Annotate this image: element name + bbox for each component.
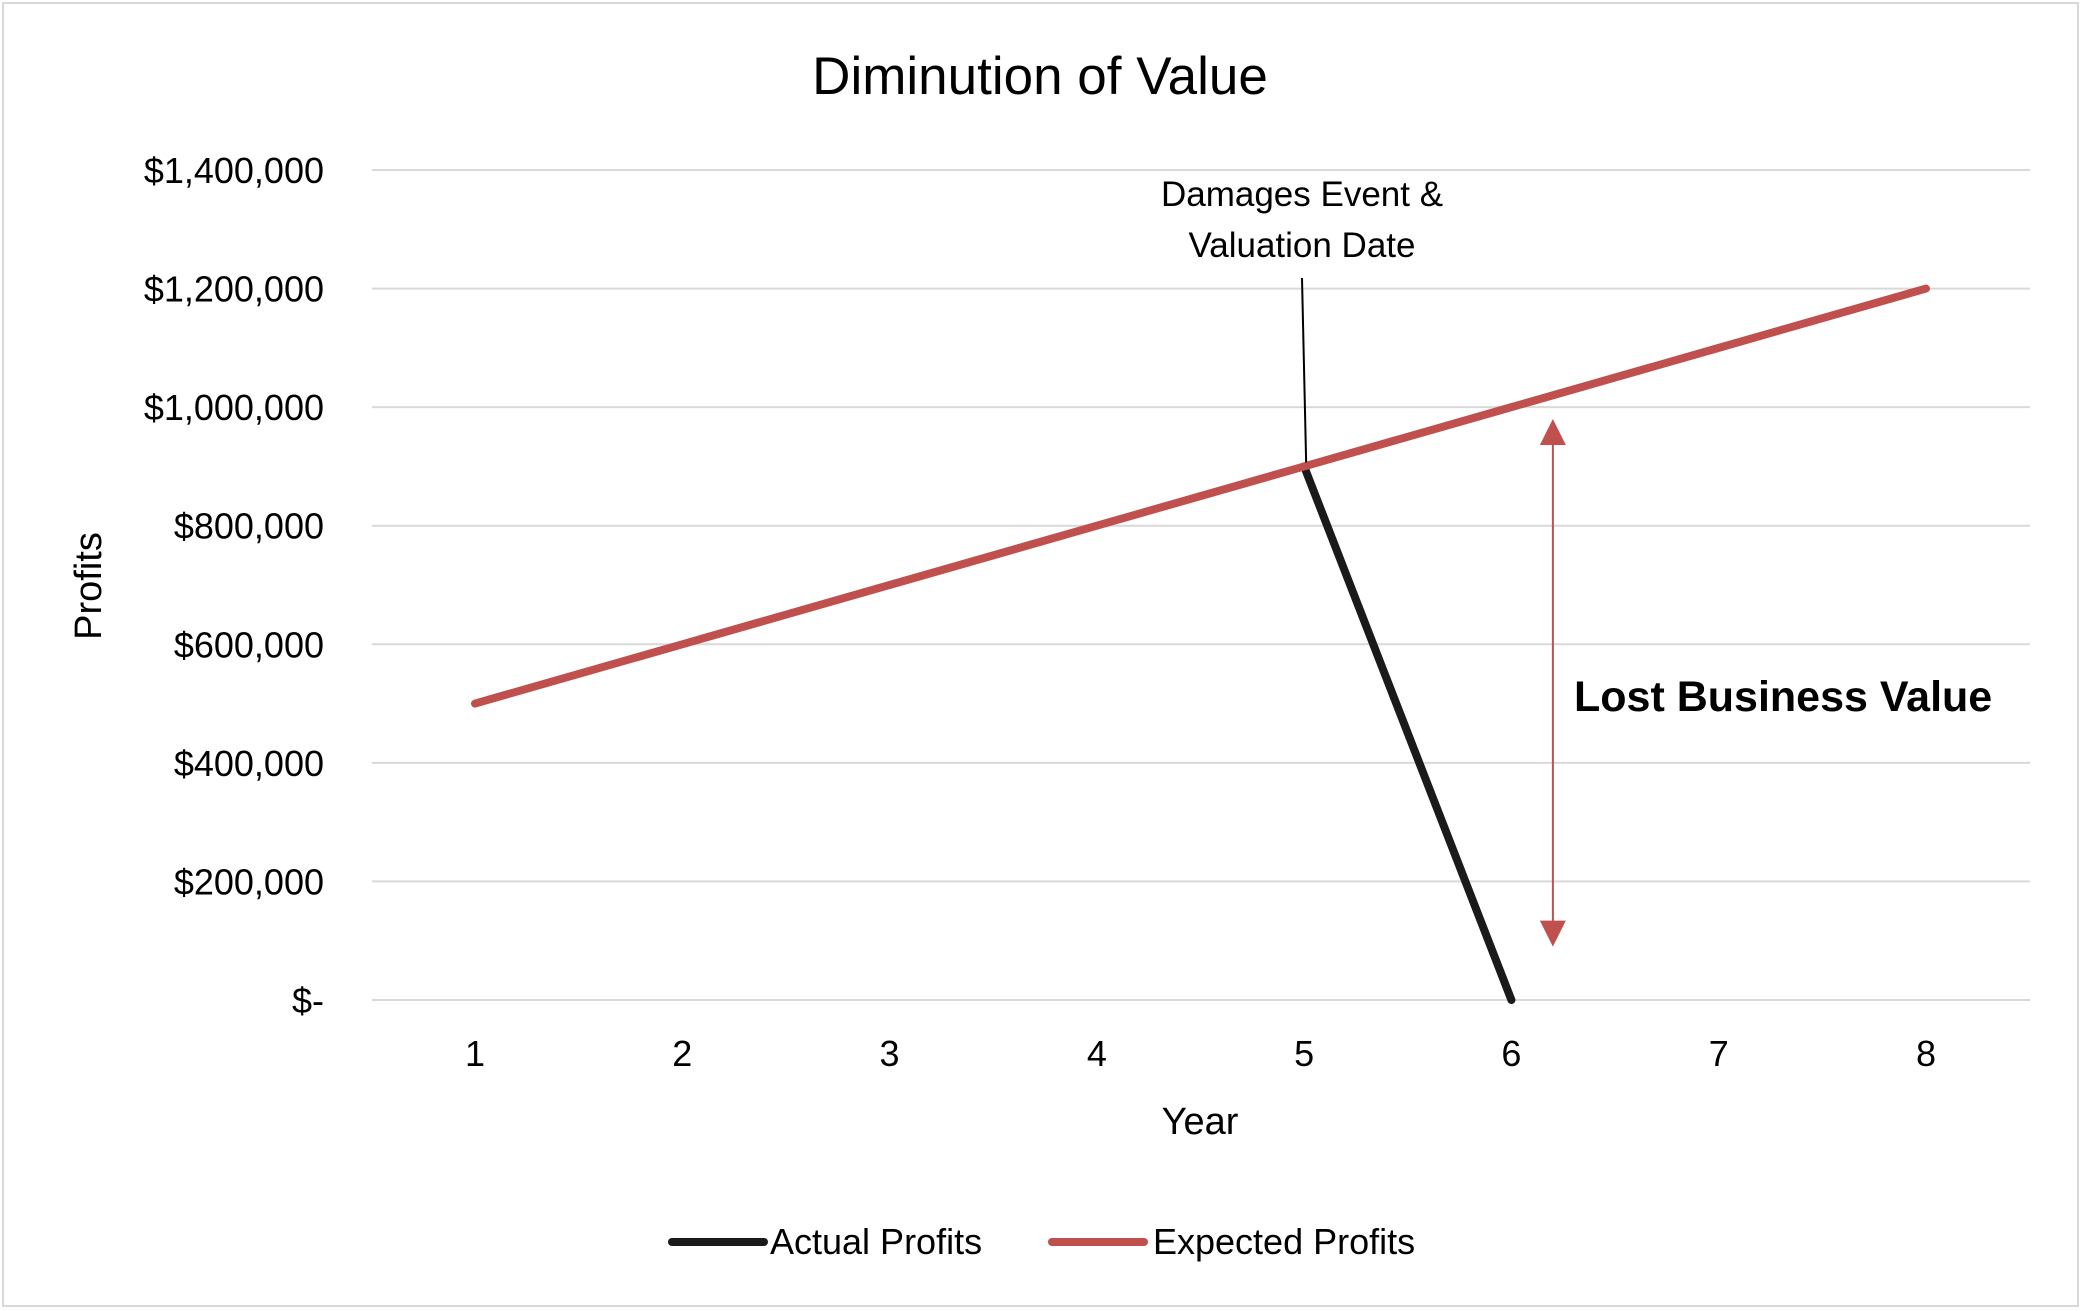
x-tick-label: 4 <box>1087 1033 1107 1074</box>
x-axis-tick-labels: 1 2 3 4 5 6 7 8 <box>465 1033 1936 1074</box>
lost-value-arrow <box>1539 419 1566 947</box>
event-annotation-line2: Valuation Date <box>1188 226 1415 265</box>
y-tick-label: $600,000 <box>174 624 324 665</box>
legend: Actual Profits Expected Profits <box>668 1221 1415 1262</box>
gridlines <box>372 169 2030 1001</box>
chart-title: Diminution of Value <box>812 47 1268 106</box>
series-line-expected-profits <box>471 284 1930 708</box>
y-tick-label: $1,400,000 <box>144 150 324 191</box>
arrow-head-down <box>1539 920 1566 947</box>
y-tick-label: $1,000,000 <box>144 387 324 428</box>
x-tick-label: 5 <box>1294 1033 1314 1074</box>
y-axis-label: Profits <box>68 532 110 640</box>
event-annotation-line1: Damages Event & <box>1161 175 1443 214</box>
lost-value-label: Lost Business Value <box>1574 673 1992 721</box>
event-leader-line <box>1301 277 1308 463</box>
x-tick-label: 6 <box>1501 1033 1521 1074</box>
series-lines <box>471 284 1930 1004</box>
y-tick-label: $- <box>292 980 324 1021</box>
x-tick-label: 7 <box>1709 1033 1729 1074</box>
y-tick-label: $400,000 <box>174 743 324 784</box>
x-tick-label: 1 <box>465 1033 485 1074</box>
legend-label: Expected Profits <box>1153 1221 1415 1262</box>
x-tick-label: 2 <box>672 1033 692 1074</box>
y-tick-label: $800,000 <box>174 506 324 547</box>
y-axis-tick-labels: $1,400,000 $1,200,000 $1,000,000 $800,000 $6… <box>144 150 324 1021</box>
x-axis-label: Year <box>1162 1101 1239 1143</box>
series-line-actual-profits <box>1300 462 1516 1004</box>
y-tick-label: $1,200,000 <box>144 269 324 310</box>
x-tick-label: 8 <box>1916 1033 1936 1074</box>
y-tick-label: $200,000 <box>174 861 324 902</box>
legend-label: Actual Profits <box>770 1221 982 1262</box>
x-tick-label: 3 <box>880 1033 900 1074</box>
arrow-head-up <box>1539 419 1566 445</box>
